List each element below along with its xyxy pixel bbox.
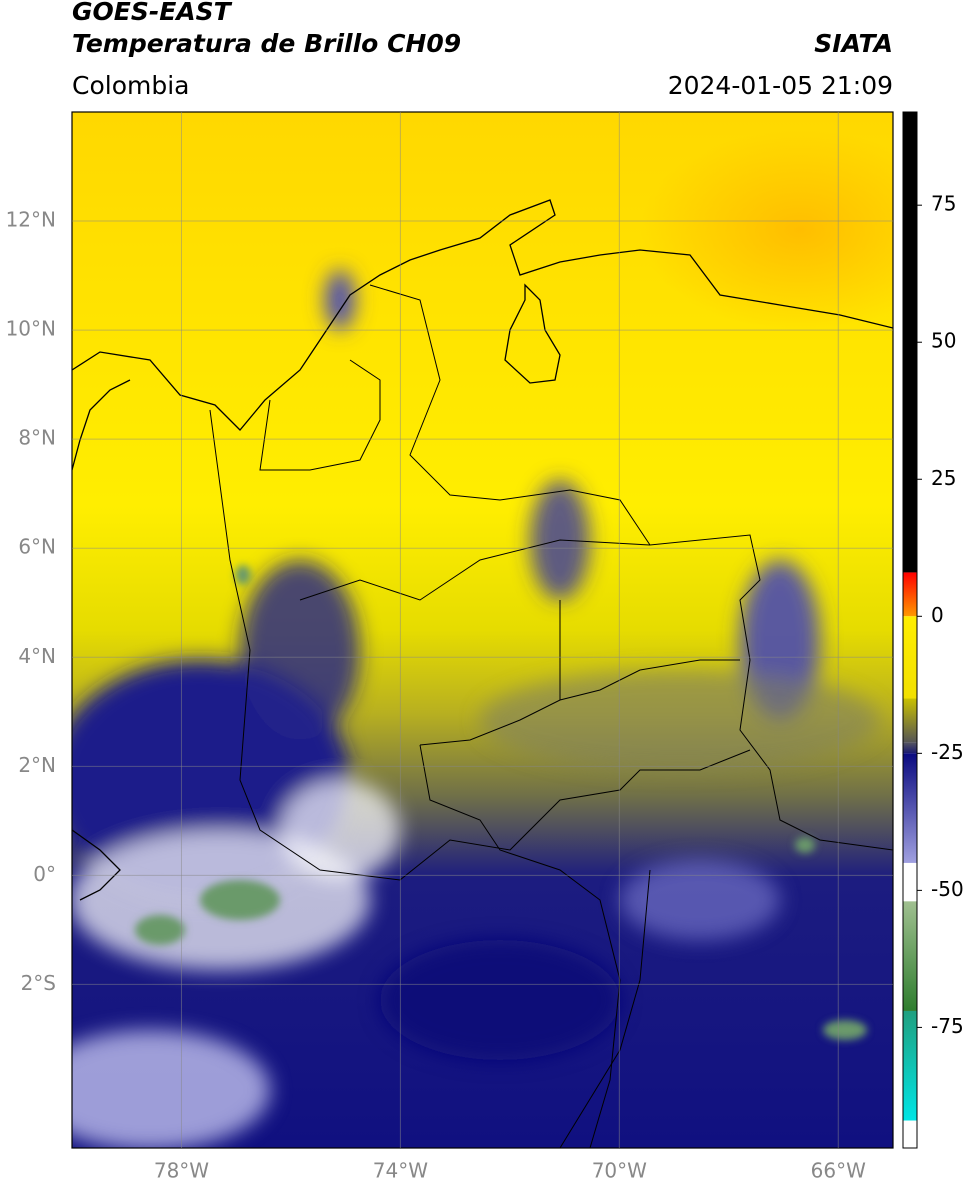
cold-tops: [135, 565, 867, 1040]
y-tick-label: 2°N: [18, 753, 56, 777]
colorbar-segment: [903, 1010, 917, 1121]
colorbar-tick-label: -75: [931, 1014, 964, 1038]
y-tick-label: 10°N: [6, 317, 56, 341]
x-tick-label: 66°W: [811, 1159, 866, 1183]
title: GOES-EAST: [72, 0, 233, 26]
colorbar-segment: [903, 572, 917, 617]
colorbar-segment: [903, 616, 917, 699]
colorbar-tick-label: 25: [931, 466, 956, 490]
borders: [209, 284, 893, 1148]
subtitle: Temperatura de Brillo CH09: [72, 29, 461, 58]
colorbar-frame: [902, 111, 918, 1149]
map-frame: [71, 111, 894, 1149]
colorbar-segment: [903, 862, 917, 902]
x-tick-label: 74°W: [373, 1159, 428, 1183]
satellite-image: [72, 112, 893, 1148]
y-tick-label: 6°N: [18, 535, 56, 559]
colorbar-tick-label: 0: [931, 603, 944, 627]
colorbar-tick-label: 75: [931, 192, 956, 216]
warm-area: [640, 130, 893, 330]
colorbar-segment: [903, 698, 917, 743]
x-tick-label: 70°W: [592, 1159, 647, 1183]
colorbar-segment: [903, 1120, 917, 1148]
y-tick-label: 2°S: [21, 971, 56, 995]
x-tick-label: 78°W: [154, 1159, 209, 1183]
region: Colombia: [72, 71, 189, 100]
y-tick-label: 4°N: [18, 644, 56, 668]
y-tick-label: 12°N: [6, 208, 56, 232]
datetime: 2024-01-05 21:09: [668, 71, 893, 100]
colorbar-segment: [903, 112, 917, 573]
colorbar-segment: [903, 901, 917, 1011]
y-tick-label: 8°N: [18, 426, 56, 450]
colorbar-segment: [903, 742, 917, 754]
colorbar-tick-label: -25: [931, 740, 964, 764]
colorbar-tick-label: -50: [931, 877, 964, 901]
coastlines: [72, 199, 893, 901]
source: SIATA: [814, 29, 893, 58]
colorbar-tick-label: 50: [931, 329, 956, 353]
clouds: [72, 270, 880, 1148]
y-tick-label: 0°: [33, 862, 56, 886]
colorbar-segment: [903, 753, 917, 863]
